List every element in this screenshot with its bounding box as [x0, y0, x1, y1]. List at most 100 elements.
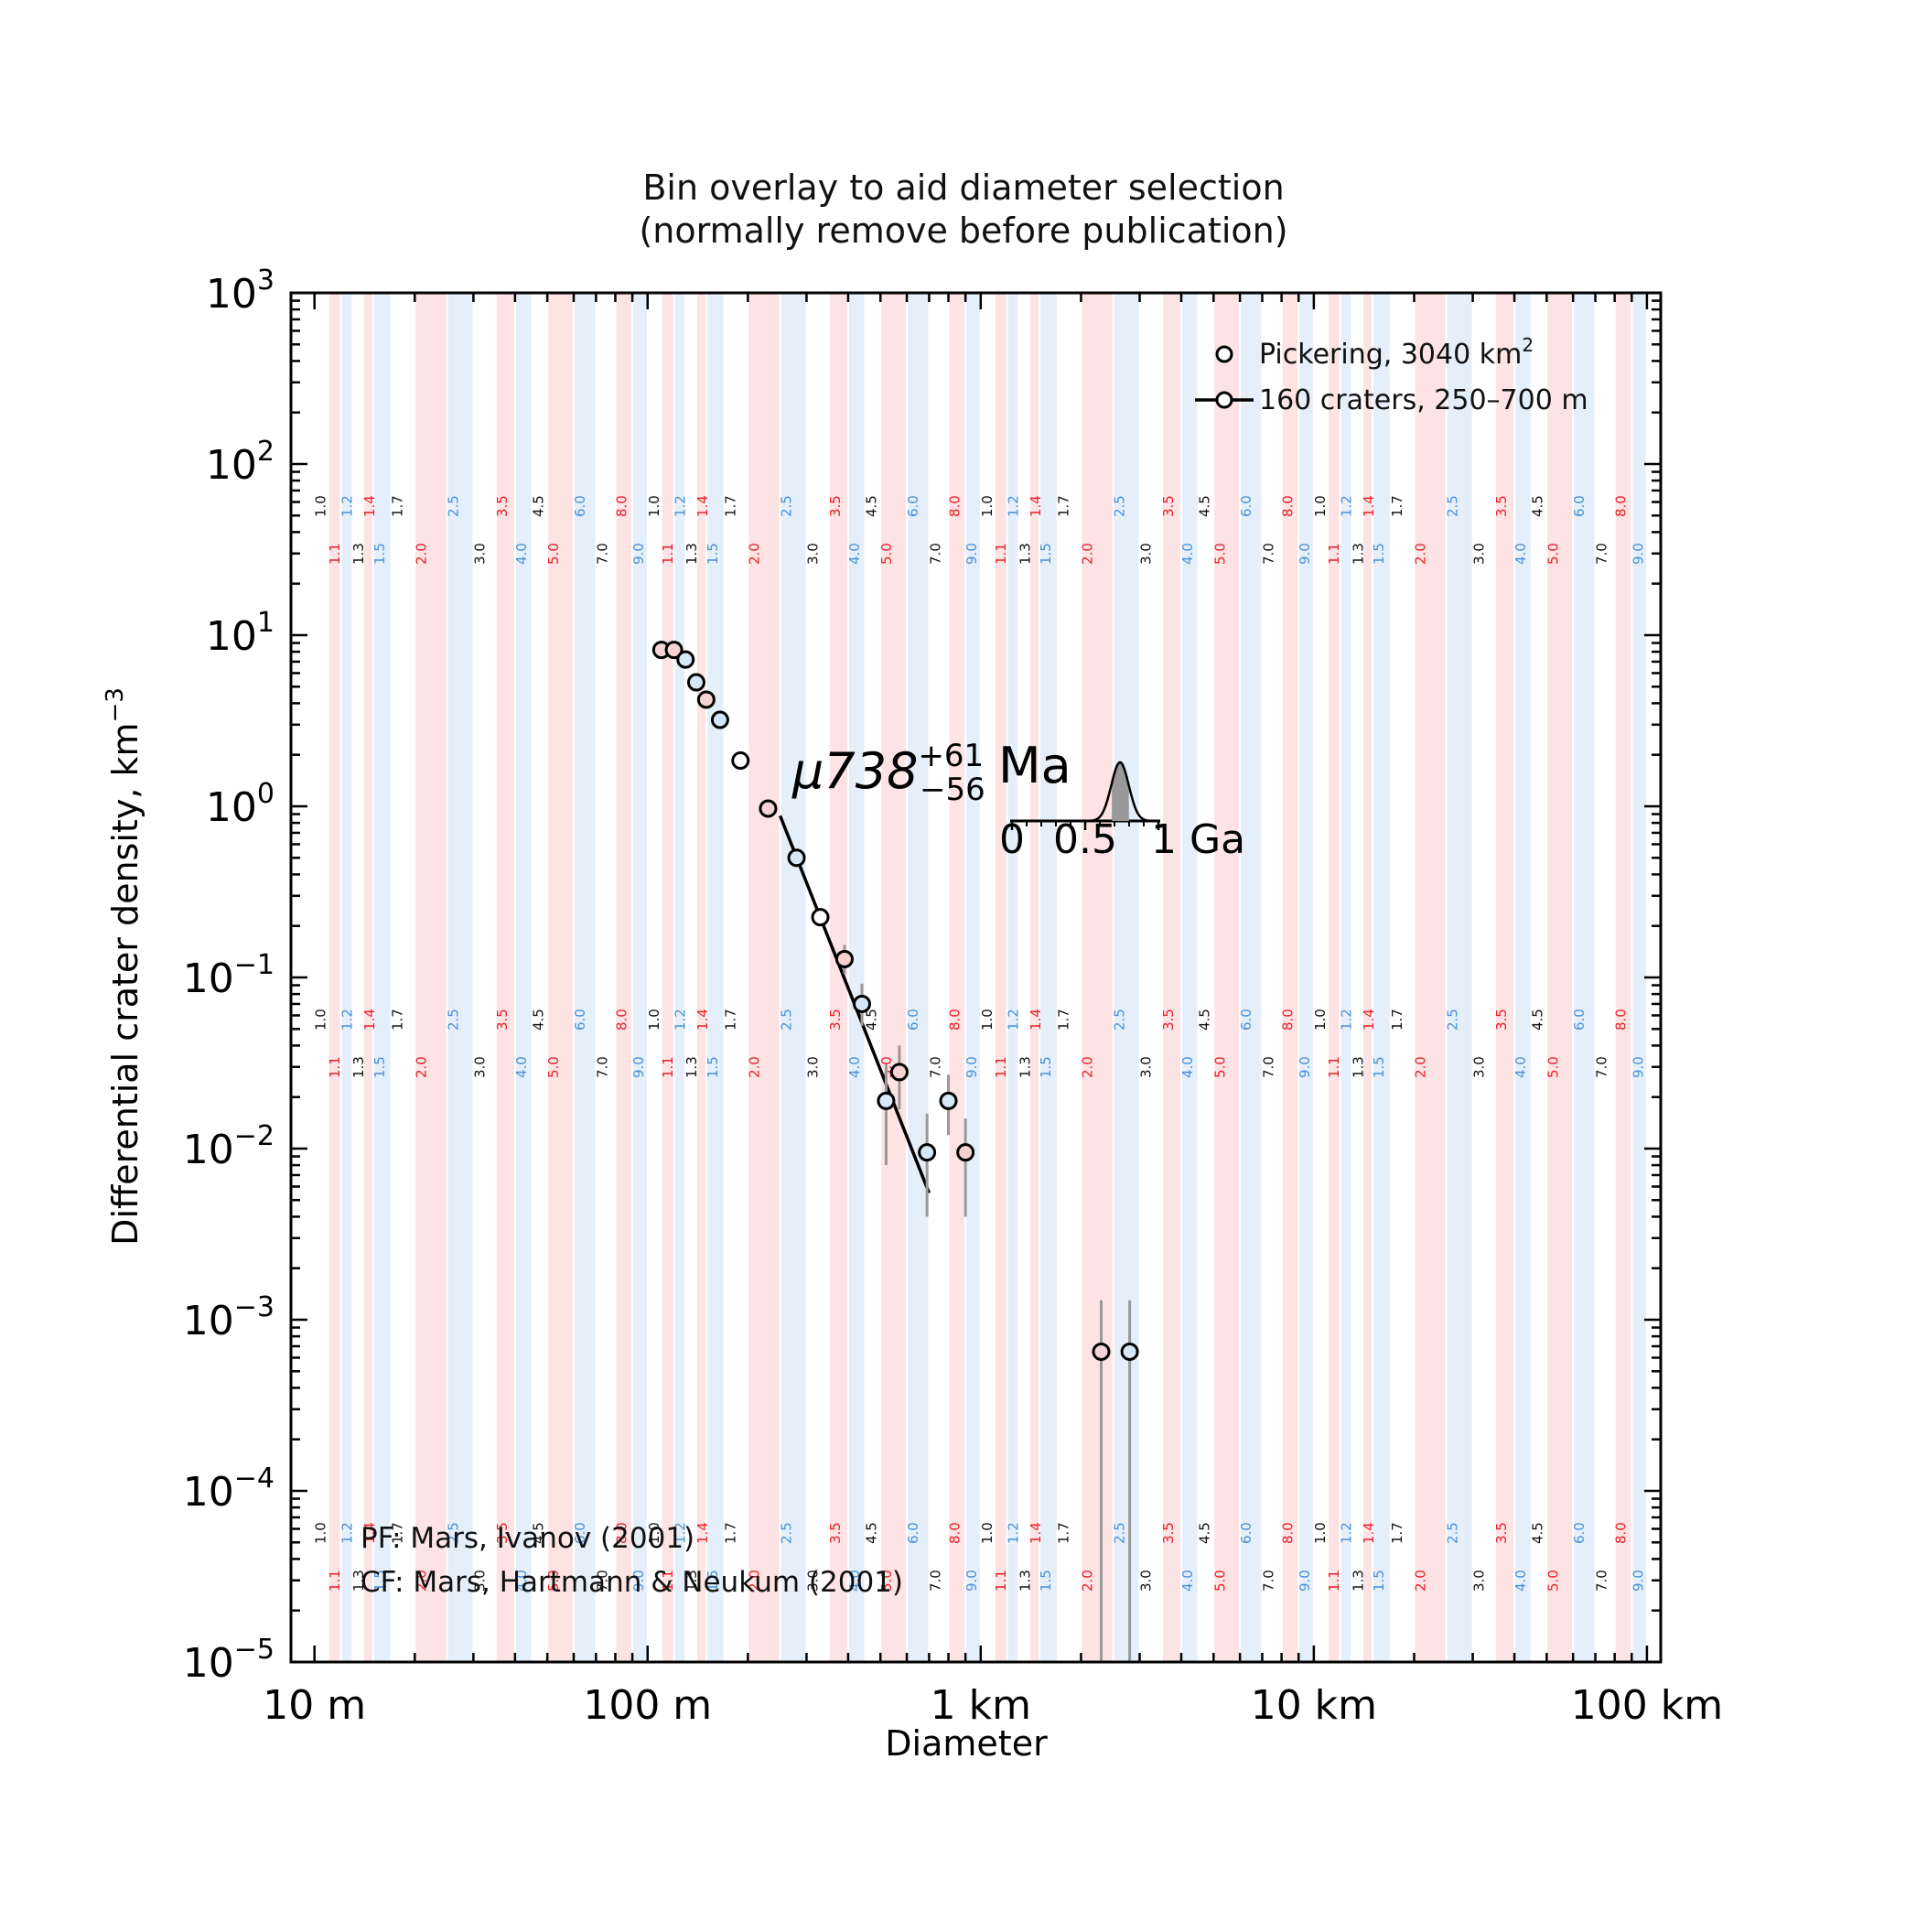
- bin-label-2-13: 5.0: [545, 1570, 562, 1592]
- age-error-minus: −56: [920, 772, 985, 808]
- y-tick-base-7: 10: [206, 442, 257, 489]
- bin-label-1-43: 2.0: [1079, 1056, 1095, 1078]
- bin-band-34: [949, 293, 965, 1662]
- bin-band-31: [881, 293, 907, 1662]
- y-tick-label-4: 10−1: [183, 949, 275, 1002]
- bin-label-2-41: 1.5: [1038, 1570, 1054, 1592]
- bin-band-40: [1030, 293, 1039, 1662]
- bin-label-2-60: 1.7: [1389, 1522, 1405, 1544]
- bin-band-41: [1039, 293, 1057, 1662]
- bin-label-2-0: 1.0: [313, 1522, 329, 1544]
- bin-label-1-41: 1.5: [1038, 1056, 1054, 1078]
- bin-band-46: [1162, 293, 1180, 1662]
- data-point-8: [787, 848, 806, 868]
- y-tick-exp-3: −2: [234, 1120, 275, 1152]
- bin-label-0-55: 1.1: [1326, 543, 1342, 565]
- bin-band-5: [373, 293, 391, 1662]
- bin-band-14: [574, 293, 596, 1662]
- bin-label-2-21: 1.3: [684, 1570, 700, 1592]
- bin-band-47: [1181, 293, 1198, 1662]
- y-tick-label-6: 101: [206, 607, 275, 660]
- bin-band-7: [415, 293, 447, 1662]
- bin-label-0-50: 6.0: [1238, 495, 1254, 517]
- bin-band-37: [995, 293, 1007, 1662]
- bin-label-2-14: 6.0: [572, 1522, 588, 1544]
- bin-band-70: [1615, 293, 1631, 1662]
- age-annotation: μ738+61 −56 Ma 0 0.5 1 Ga: [791, 737, 1245, 863]
- bin-label-1-20: 1.2: [673, 1009, 689, 1031]
- bin-label-0-8: 2.5: [446, 495, 462, 517]
- bin-label-0-11: 4.0: [513, 543, 530, 565]
- bin-label-0-58: 1.4: [1361, 495, 1377, 517]
- y-axis-label-text: Differential crater density, km: [105, 723, 145, 1246]
- bin-band-29: [848, 293, 865, 1662]
- bin-label-1-42: 1.7: [1056, 1009, 1072, 1031]
- bin-label-0-49: 5.0: [1211, 543, 1228, 565]
- bin-label-1-44: 2.5: [1112, 1009, 1128, 1031]
- bin-label-1-39: 1.3: [1017, 1056, 1033, 1078]
- bin-label-0-35: 9.0: [964, 543, 980, 565]
- bin-label-0-63: 3.0: [1471, 543, 1488, 565]
- bin-label-1-10: 3.5: [494, 1009, 511, 1031]
- data-point-2: [676, 650, 695, 669]
- production-function-note: PF: Mars, Ivanov (2001): [361, 1522, 694, 1555]
- bin-label-1-4: 1.4: [361, 1009, 378, 1031]
- bin-label-1-7: 2.0: [413, 1056, 429, 1078]
- bin-label-0-26: 2.5: [779, 495, 795, 517]
- bin-label-2-2: 1.2: [339, 1522, 356, 1544]
- bin-label-2-4: 1.4: [361, 1522, 378, 1544]
- bin-band-49: [1214, 293, 1240, 1662]
- bin-label-1-13: 5.0: [545, 1056, 562, 1078]
- bin-label-0-29: 4.0: [846, 543, 863, 565]
- bin-label-2-38: 1.2: [1006, 1522, 1022, 1544]
- bin-label-1-11: 4.0: [513, 1056, 530, 1078]
- bin-label-1-65: 4.0: [1513, 1056, 1529, 1078]
- bin-label-1-9: 3.0: [471, 1056, 488, 1078]
- bin-label-1-32: 6.0: [905, 1009, 921, 1031]
- bin-label-1-5: 1.5: [371, 1056, 388, 1078]
- bin-label-0-39: 1.3: [1017, 543, 1033, 565]
- bin-label-2-68: 6.0: [1571, 1522, 1588, 1544]
- bin-label-2-1: 1.1: [327, 1570, 343, 1592]
- bin-label-1-50: 6.0: [1238, 1009, 1254, 1031]
- bin-band-32: [908, 293, 929, 1662]
- bin-label-0-37: 1.1: [993, 543, 1009, 565]
- y-tick-base-3: 10: [183, 1127, 234, 1173]
- bin-band-19: [662, 293, 673, 1662]
- x-tick-label-1: 100 m: [583, 1682, 712, 1729]
- bin-label-2-8: 2.5: [446, 1522, 462, 1544]
- bin-label-2-69: 7.0: [1594, 1570, 1610, 1592]
- bin-label-0-25: 2.0: [746, 543, 762, 565]
- legend-marker-fit: [1215, 391, 1233, 409]
- data-point-17: [1092, 1342, 1111, 1361]
- bin-label-1-19: 1.1: [660, 1056, 676, 1078]
- bin-bands: [328, 293, 1646, 1662]
- y-tick-base-1: 10: [183, 1469, 234, 1516]
- bin-label-1-47: 4.0: [1179, 1056, 1196, 1078]
- legend-label-fit: 160 craters, 250–700 m: [1259, 384, 1588, 416]
- bin-label-0-2: 1.2: [339, 495, 356, 517]
- bin-band-58: [1363, 293, 1372, 1662]
- bin-band-1: [328, 293, 340, 1662]
- bin-label-1-70: 8.0: [1613, 1009, 1630, 1031]
- bin-band-50: [1241, 293, 1262, 1662]
- bin-band-10: [496, 293, 514, 1662]
- bin-label-2-18: 1.0: [646, 1522, 662, 1544]
- bin-label-1-68: 6.0: [1571, 1009, 1588, 1031]
- chart-subtitle: (normally remove before publication): [639, 210, 1287, 251]
- bin-label-0-17: 9.0: [630, 543, 647, 565]
- bin-label-2-37: 1.1: [993, 1570, 1009, 1592]
- inset-tick-0-5: 0.5: [1053, 816, 1117, 863]
- bin-label-1-45: 3.0: [1138, 1056, 1155, 1078]
- bin-band-62: [1447, 293, 1472, 1662]
- bin-label-0-62: 2.5: [1445, 495, 1461, 517]
- bin-label-1-14: 6.0: [572, 1009, 588, 1031]
- bin-label-1-52: 8.0: [1280, 1009, 1297, 1031]
- bin-label-0-19: 1.1: [660, 543, 676, 565]
- data-point-9: [811, 908, 830, 927]
- chart-title: Bin overlay to aid diameter selection: [642, 167, 1284, 208]
- bin-label-1-62: 2.5: [1445, 1009, 1461, 1031]
- bin-label-2-61: 2.0: [1412, 1570, 1428, 1592]
